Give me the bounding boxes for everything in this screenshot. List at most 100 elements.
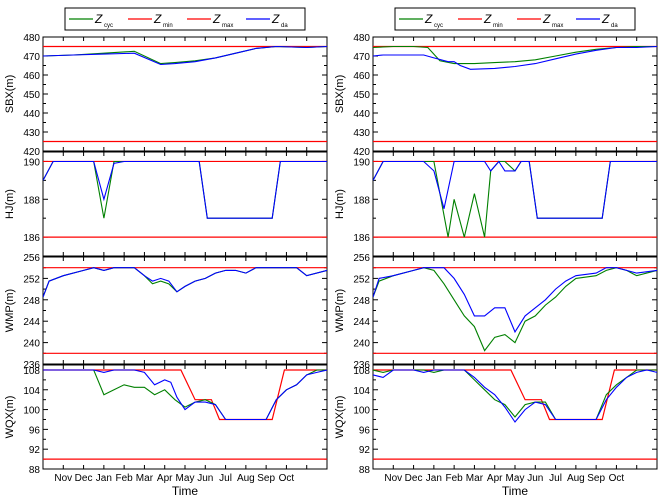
x-tick-label: Sep bbox=[257, 473, 275, 484]
y-tick-label: 100 bbox=[23, 406, 40, 417]
x-tick-label: Aug bbox=[567, 473, 585, 484]
x-tick-label: Jul bbox=[549, 473, 562, 484]
y-tick-label: 92 bbox=[359, 445, 371, 456]
x-tick-label: Jun bbox=[527, 473, 543, 484]
series-cyc bbox=[373, 369, 657, 421]
series-group bbox=[43, 160, 327, 238]
x-tick-label: Dec bbox=[75, 473, 93, 484]
y-tick-label: 96 bbox=[29, 425, 41, 436]
panel-frame bbox=[42, 364, 328, 470]
legend-label-max: Z bbox=[542, 12, 551, 26]
series-cyc bbox=[373, 160, 657, 238]
legend-sub-max: max bbox=[222, 23, 233, 29]
y-tick-label: 88 bbox=[359, 465, 371, 476]
y-axis-label: WQX(m) bbox=[334, 396, 346, 439]
y-tick-label: 248 bbox=[23, 296, 40, 307]
x-tick-label: Apr bbox=[487, 473, 503, 484]
y-axis-label: SBX(m) bbox=[4, 75, 16, 114]
legend-sub-cyc: cyc bbox=[434, 23, 443, 29]
x-tick-label: Jan bbox=[426, 473, 442, 484]
x-tick-label: Mar bbox=[466, 473, 484, 484]
x-tick-label: Dec bbox=[405, 473, 423, 484]
series-group bbox=[373, 160, 657, 238]
x-tick-label: Nov bbox=[54, 473, 72, 484]
y-tick-label: 240 bbox=[353, 339, 370, 350]
series-cyc bbox=[373, 267, 657, 352]
y-tick-label: 430 bbox=[353, 128, 370, 139]
y-axis-label: WQX(m) bbox=[4, 396, 16, 439]
x-tick-label: Jun bbox=[197, 473, 213, 484]
legend-frame bbox=[64, 7, 306, 31]
y-tick-label: 108 bbox=[23, 366, 40, 377]
y-tick-label: 100 bbox=[353, 406, 370, 417]
panel-wmp: 236 240 244 248 252 256 WMP(m) bbox=[4, 253, 328, 371]
x-tick-label: May bbox=[176, 473, 195, 484]
series-da bbox=[373, 45, 657, 70]
y-tick-label: 104 bbox=[23, 386, 40, 397]
panel-frame bbox=[372, 36, 658, 152]
y-tick-label: 236 bbox=[353, 360, 370, 371]
panel-sbx: 420 430 440 450 460 470 480 SBX(m) bbox=[334, 33, 658, 158]
y-tick-label: 188 bbox=[353, 195, 370, 206]
y-tick-label: 190 bbox=[353, 157, 370, 168]
y-tick-label: 440 bbox=[23, 109, 40, 120]
x-tick-label: Aug bbox=[237, 473, 255, 484]
series-group bbox=[43, 45, 327, 143]
y-tick-label: 248 bbox=[353, 296, 370, 307]
x-tick-label: Jul bbox=[219, 473, 232, 484]
x-axis-label: Time bbox=[172, 484, 199, 498]
y-tick-label: 470 bbox=[353, 52, 370, 63]
legend-label-min: Z bbox=[153, 12, 162, 26]
legend-label-da: Z bbox=[271, 12, 280, 26]
panel-frame bbox=[42, 256, 328, 365]
panel-wqx: 88 92 96 100 104 108 WQX(m) bbox=[334, 364, 658, 476]
series-group bbox=[373, 267, 657, 354]
y-axis-label: HJ(m) bbox=[4, 189, 16, 219]
y-tick-label: 190 bbox=[23, 157, 40, 168]
panel-frame bbox=[42, 151, 328, 257]
series-da bbox=[43, 267, 327, 298]
legend-label-da: Z bbox=[601, 12, 610, 26]
y-axis-label: WMP(m) bbox=[334, 289, 346, 332]
series-cyc bbox=[43, 267, 327, 298]
series-group bbox=[43, 369, 327, 460]
x-tick-label: Oct bbox=[279, 473, 295, 484]
panel-wqx: 88 92 96 100 104 108 WQX(m) bbox=[4, 364, 328, 476]
legend-sub-max: max bbox=[552, 23, 563, 29]
legend-sub-da: da bbox=[611, 23, 618, 29]
y-tick-label: 450 bbox=[353, 90, 370, 101]
y-tick-label: 96 bbox=[359, 425, 371, 436]
legend-label-cyc: Z bbox=[94, 12, 103, 26]
y-axis-label: HJ(m) bbox=[334, 189, 346, 219]
y-tick-label: 244 bbox=[23, 317, 40, 328]
series-da bbox=[373, 160, 657, 219]
legend-sub-da: da bbox=[281, 23, 288, 29]
y-tick-label: 480 bbox=[353, 33, 370, 44]
panel-hj: 186 188 190 HJ(m) bbox=[334, 151, 658, 257]
series-da bbox=[43, 369, 327, 421]
series-zmax bbox=[43, 369, 327, 421]
x-tick-label: May bbox=[506, 473, 525, 484]
x-tick-label: Feb bbox=[116, 473, 134, 484]
y-tick-label: 420 bbox=[353, 147, 370, 158]
y-tick-label: 460 bbox=[353, 71, 370, 82]
y-tick-label: 236 bbox=[23, 360, 40, 371]
y-tick-label: 188 bbox=[23, 195, 40, 206]
y-tick-label: 252 bbox=[23, 274, 40, 285]
series-zmax bbox=[373, 369, 657, 421]
legend-sub-cyc: cyc bbox=[104, 23, 113, 29]
series-da bbox=[373, 267, 657, 334]
y-tick-label: 252 bbox=[353, 274, 370, 285]
y-tick-label: 244 bbox=[353, 317, 370, 328]
legend-label-cyc: Z bbox=[424, 12, 433, 26]
y-tick-label: 186 bbox=[353, 233, 370, 244]
x-tick-label: Mar bbox=[136, 473, 154, 484]
y-tick-label: 480 bbox=[23, 33, 40, 44]
legend-label-max: Z bbox=[212, 12, 221, 26]
panel-hj: 186 188 190 HJ(m) bbox=[4, 151, 328, 257]
y-tick-label: 470 bbox=[23, 52, 40, 63]
legend-label-min: Z bbox=[483, 12, 492, 26]
legend-sub-min: min bbox=[493, 23, 503, 29]
